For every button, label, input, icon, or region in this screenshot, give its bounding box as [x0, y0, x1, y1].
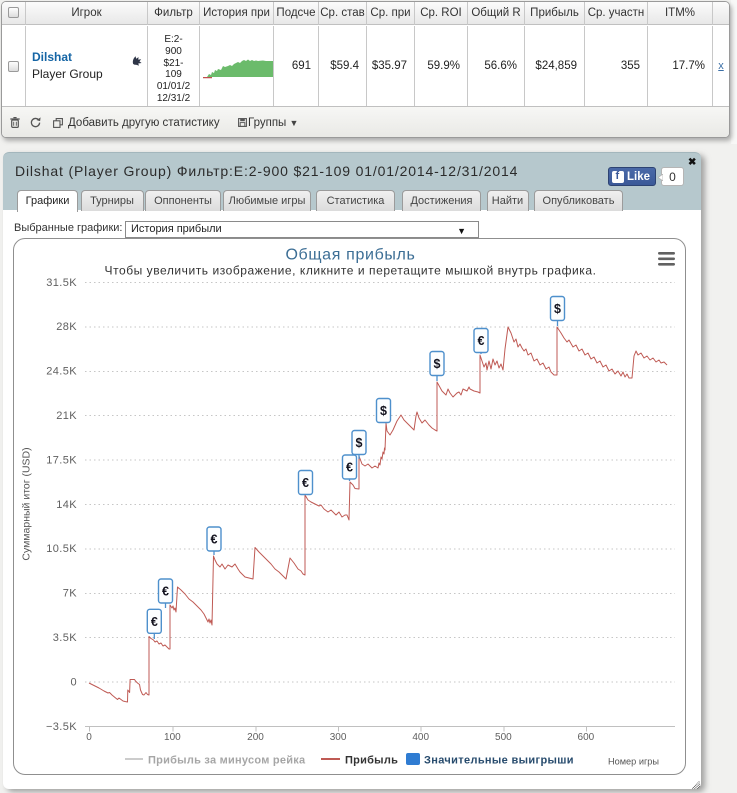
svg-text:3.5K: 3.5K [53, 632, 77, 644]
svg-text:600: 600 [578, 732, 595, 743]
svg-text:€: € [478, 334, 485, 348]
svg-text:10.5K: 10.5K [46, 543, 77, 555]
svg-text:400: 400 [412, 732, 429, 743]
svg-text:€: € [346, 461, 353, 475]
svg-text:€: € [211, 533, 218, 547]
svg-text:Суммарный итог (USD): Суммарный итог (USD) [21, 447, 33, 560]
svg-text:0: 0 [70, 676, 77, 688]
svg-text:500: 500 [495, 732, 512, 743]
svg-text:€: € [162, 585, 169, 599]
svg-text:28K: 28K [56, 321, 77, 333]
svg-text:−3.5K: −3.5K [46, 721, 77, 733]
svg-text:Значительные выигрыши: Значительные выигрыши [424, 755, 574, 767]
svg-text:Прибыль: Прибыль [345, 755, 398, 767]
svg-text:7K: 7K [63, 588, 78, 600]
svg-text:100: 100 [164, 732, 181, 743]
svg-text:0: 0 [86, 732, 92, 743]
svg-text:200: 200 [247, 732, 264, 743]
svg-text:21K: 21K [56, 410, 77, 422]
svg-text:€: € [151, 615, 158, 629]
svg-text:300: 300 [330, 732, 347, 743]
svg-text:Чтобы увеличить изображение, к: Чтобы увеличить изображение, кликните и … [105, 264, 597, 278]
svg-text:Общая прибыль: Общая прибыль [285, 247, 415, 264]
svg-text:$: $ [434, 357, 441, 371]
svg-text:Прибыль за минусом рейка: Прибыль за минусом рейка [148, 755, 306, 767]
svg-text:17.5K: 17.5K [46, 454, 77, 466]
svg-text:€: € [302, 476, 309, 490]
svg-text:31.5K: 31.5K [46, 277, 77, 289]
svg-text:Номер игры: Номер игры [608, 757, 659, 767]
svg-text:$: $ [380, 404, 387, 418]
svg-text:24.5K: 24.5K [46, 366, 77, 378]
svg-text:$: $ [554, 302, 561, 316]
svg-text:14K: 14K [56, 499, 77, 511]
svg-text:$: $ [356, 436, 363, 450]
